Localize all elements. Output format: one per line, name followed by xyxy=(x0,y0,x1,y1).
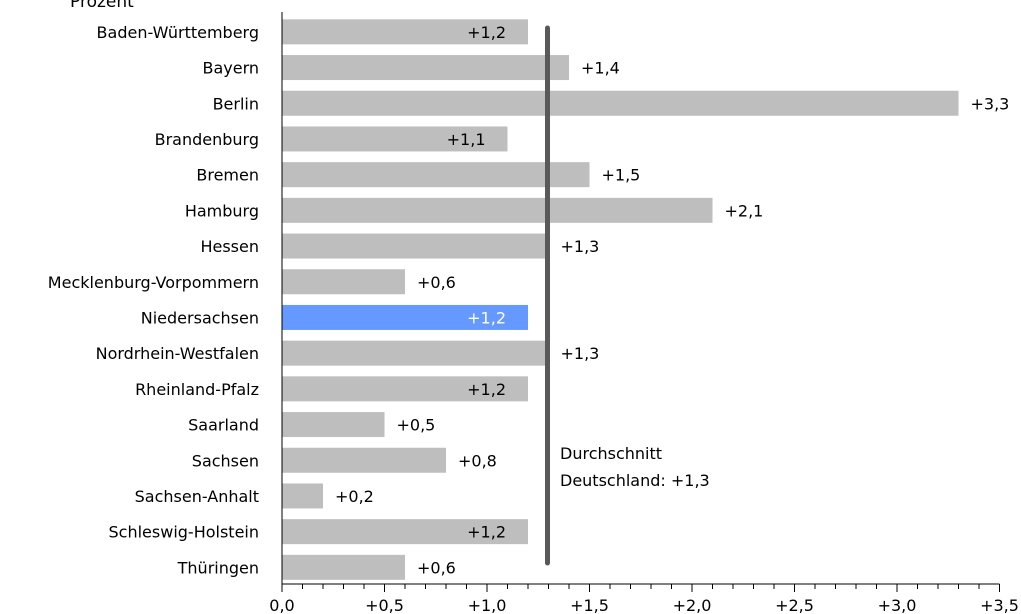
value-label: +1,3 xyxy=(561,237,600,256)
category-label: Nordrhein-Westfalen xyxy=(96,344,259,363)
bar xyxy=(282,90,959,116)
category-label: Saarland xyxy=(188,416,259,435)
x-tick-label: +1,0 xyxy=(468,596,507,614)
value-label: +0,2 xyxy=(335,487,374,506)
value-label: +1,2 xyxy=(467,308,506,327)
bar xyxy=(282,376,528,402)
bar xyxy=(282,554,405,580)
bar xyxy=(282,412,385,438)
x-tick-label: 0,0 xyxy=(269,596,294,614)
value-label: +1,2 xyxy=(467,380,506,399)
x-tick-label: +3,0 xyxy=(878,596,917,614)
category-label: Baden-Württemberg xyxy=(97,23,259,42)
category-label: Bremen xyxy=(196,166,259,185)
value-label: +0,6 xyxy=(417,273,456,292)
category-label: Mecklenburg-Vorpommern xyxy=(48,273,259,292)
x-tick-label: +1,5 xyxy=(570,596,609,614)
x-tick-label: +2,0 xyxy=(673,596,712,614)
category-label: Berlin xyxy=(213,94,259,113)
x-tick-label: +3,5 xyxy=(980,596,1019,614)
x-tick-label: +0,5 xyxy=(365,596,404,614)
category-label: Hessen xyxy=(200,237,259,256)
category-label: Bayern xyxy=(202,59,259,78)
value-label: +1,5 xyxy=(602,166,641,185)
bar xyxy=(282,304,528,330)
category-label: Sachsen xyxy=(192,451,259,470)
value-label: +0,6 xyxy=(417,558,456,577)
bar xyxy=(282,483,323,509)
category-label: Hamburg xyxy=(185,201,259,220)
category-label: Sachsen-Anhalt xyxy=(135,487,259,506)
x-tick-label: +2,5 xyxy=(775,596,814,614)
bar xyxy=(282,269,405,295)
value-label: +1,4 xyxy=(581,59,620,78)
category-label: Thüringen xyxy=(177,558,259,577)
bar xyxy=(282,340,549,366)
value-label: +1,2 xyxy=(467,23,506,42)
value-label: +1,1 xyxy=(447,130,486,149)
value-label: +1,2 xyxy=(467,523,506,542)
value-label: +3,3 xyxy=(971,94,1010,113)
average-label: Deutschland: +1,3 xyxy=(560,471,710,490)
category-label: Schleswig-Holstein xyxy=(109,523,259,542)
bar xyxy=(282,447,446,473)
bar xyxy=(282,519,528,545)
average-label: Durchschnitt xyxy=(560,444,662,463)
category-label: Brandenburg xyxy=(155,130,259,149)
bar xyxy=(282,233,549,259)
unit-label: Prozent xyxy=(70,0,134,12)
value-label: +0,5 xyxy=(397,416,436,435)
bar xyxy=(282,126,508,152)
bar xyxy=(282,19,528,45)
bar xyxy=(282,55,569,81)
bar xyxy=(282,197,713,223)
value-label: +0,8 xyxy=(458,451,497,470)
category-label: Niedersachsen xyxy=(141,308,259,327)
value-label: +1,3 xyxy=(561,344,600,363)
category-label: Rheinland-Pfalz xyxy=(135,380,259,399)
bar xyxy=(282,162,590,188)
value-label: +2,1 xyxy=(725,201,764,220)
